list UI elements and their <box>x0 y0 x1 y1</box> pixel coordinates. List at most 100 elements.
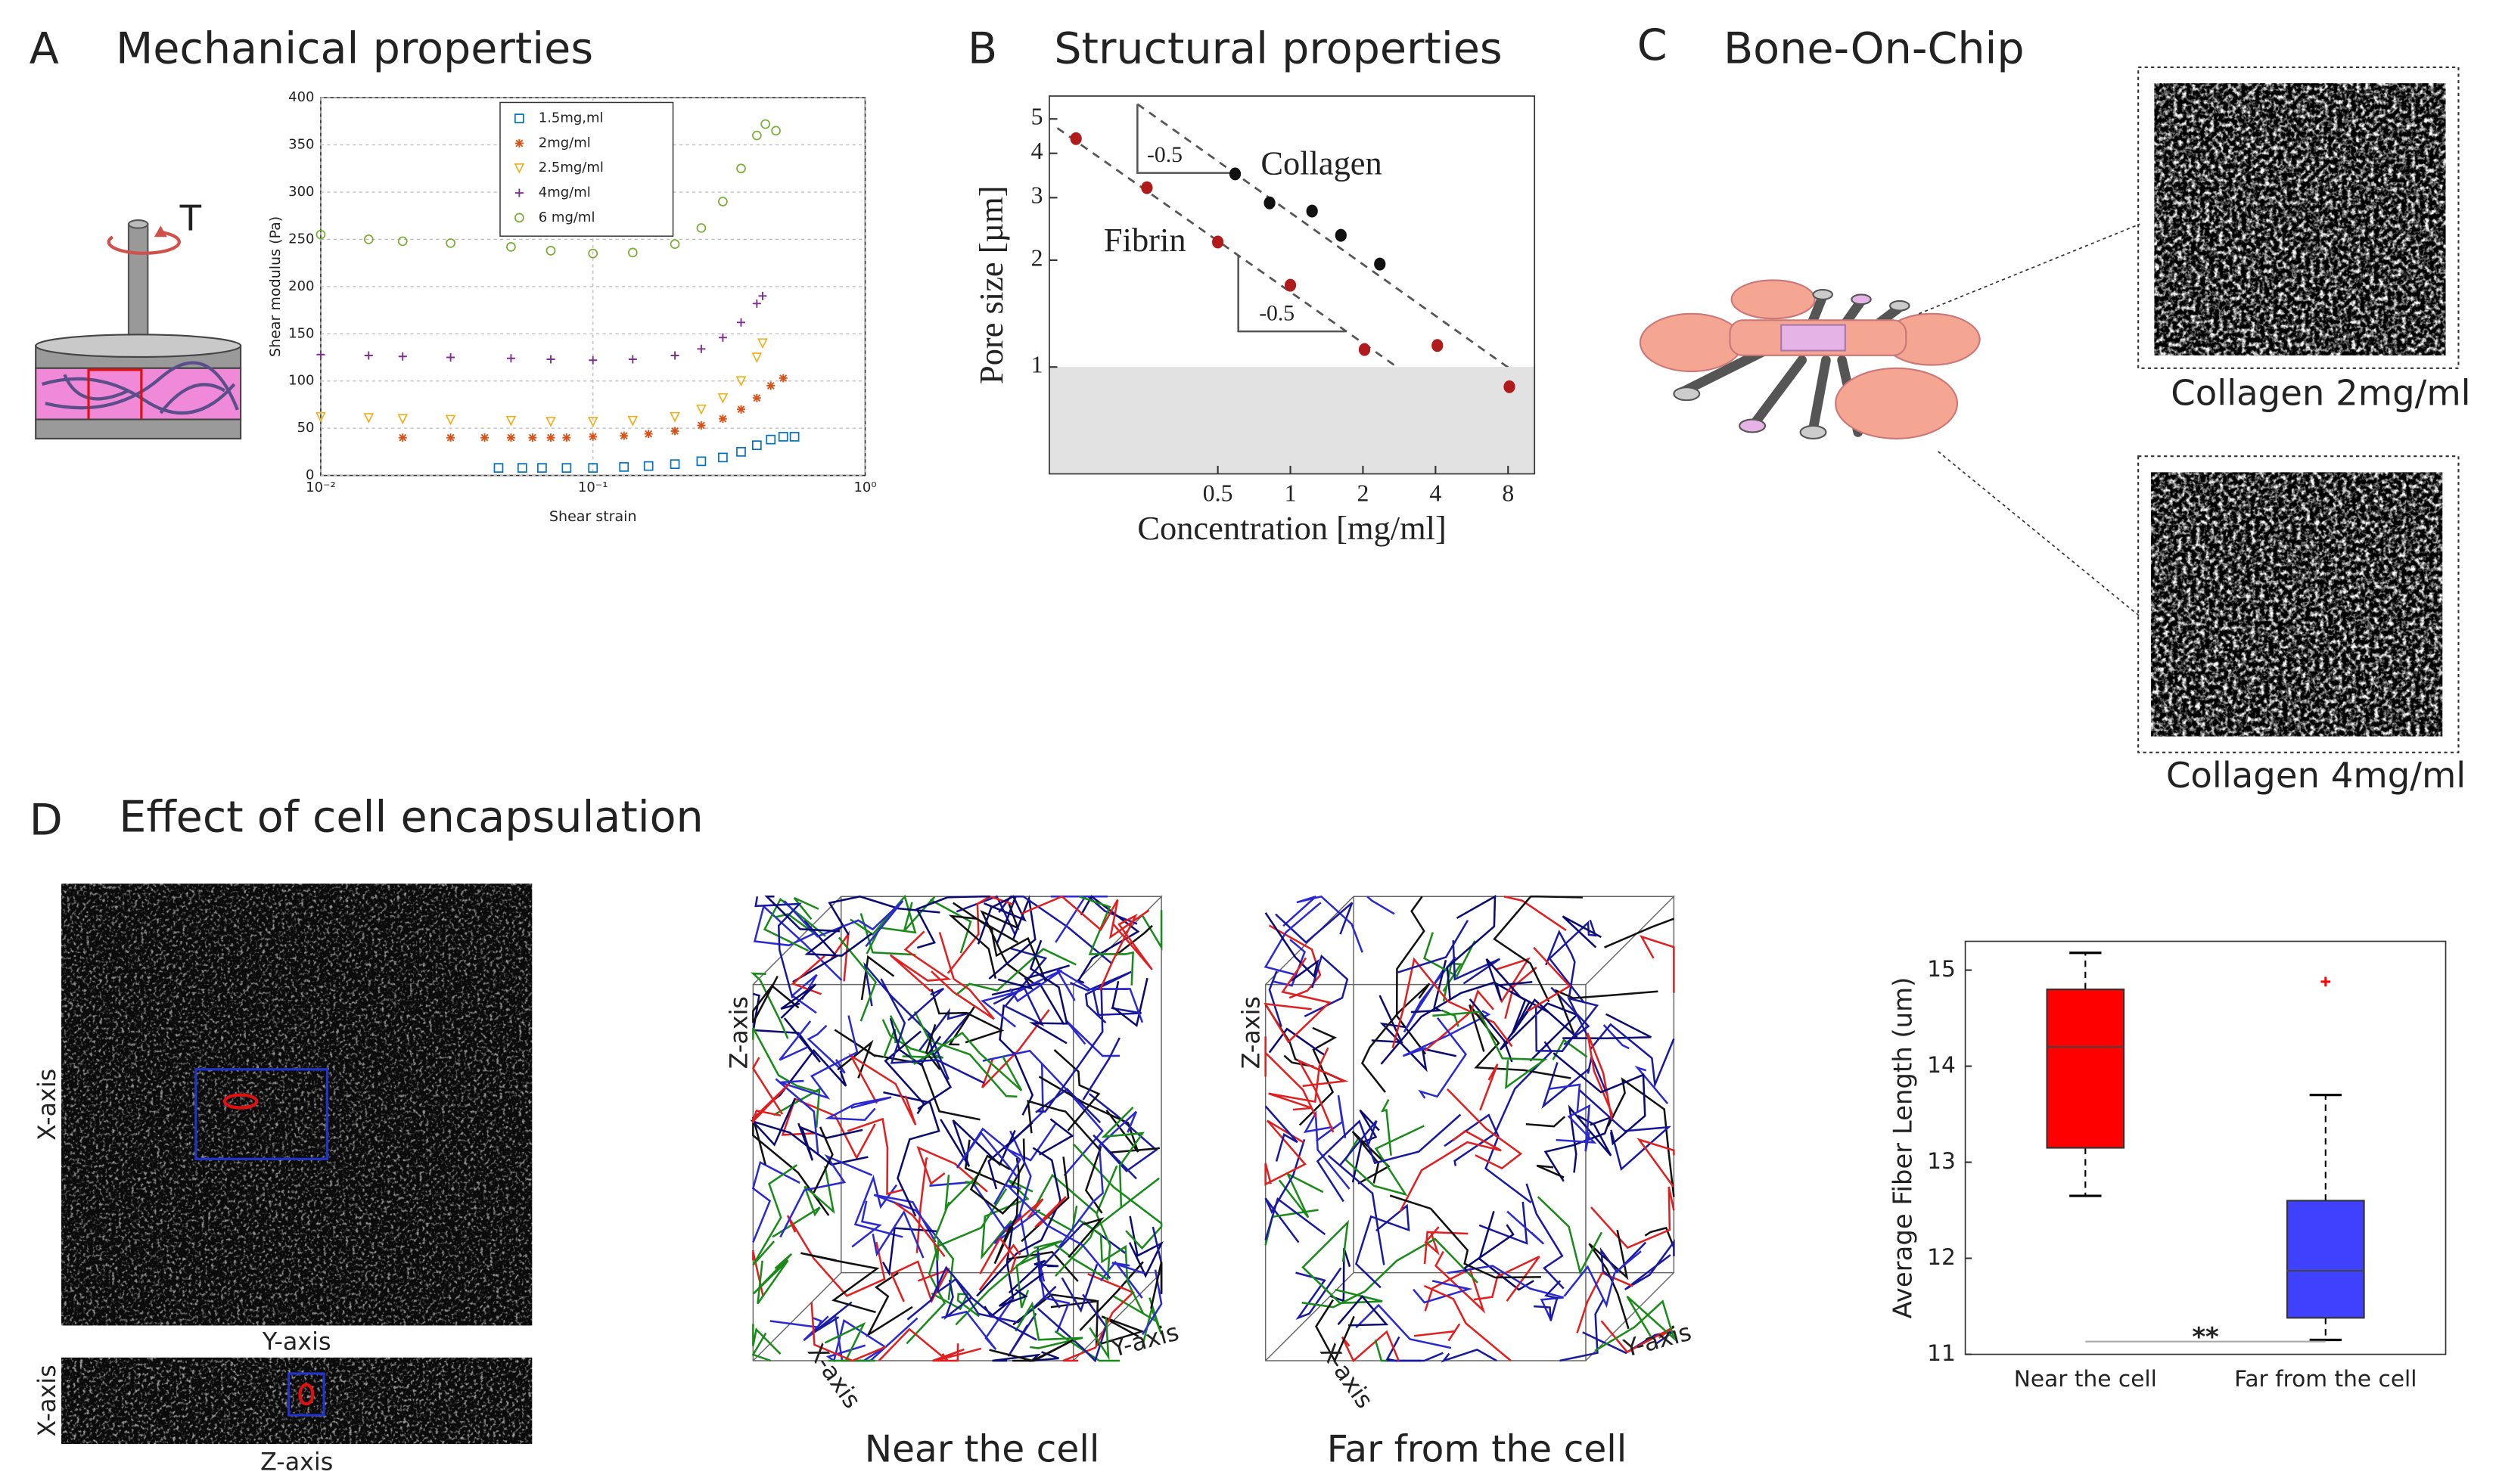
marker <box>517 463 527 473</box>
series-label: Collagen <box>1260 144 1382 182</box>
fiber <box>752 1324 782 1355</box>
fiber <box>1079 1261 1144 1331</box>
marker <box>480 433 490 442</box>
y-axis-label: Pore size [µm] <box>972 185 1010 384</box>
fiber <box>1341 1330 1400 1363</box>
fiber <box>1534 1280 1562 1321</box>
network-box <box>1264 895 1676 1361</box>
fiber <box>944 1172 982 1211</box>
fiber <box>1111 1147 1161 1153</box>
fiber <box>751 1332 772 1362</box>
fiber <box>1054 966 1144 1023</box>
fiber <box>751 972 789 1039</box>
fiber <box>752 1082 790 1123</box>
marker <box>397 414 409 425</box>
fiber <box>1634 1065 1669 1104</box>
fiber <box>752 1250 764 1296</box>
x-axis-label: Concentration [mg/ml] <box>1137 509 1447 547</box>
fiber <box>1423 1231 1469 1265</box>
marker <box>506 433 515 442</box>
axis-label: X-axis <box>34 1364 61 1436</box>
fiber <box>1278 1172 1324 1219</box>
marker <box>562 433 571 442</box>
x-tick-label: 10⁻¹ <box>578 480 608 495</box>
fiber <box>866 1271 913 1338</box>
fiber <box>1264 1036 1317 1118</box>
fiber <box>1004 1184 1111 1280</box>
fiber <box>1494 957 1531 1004</box>
marker <box>398 433 407 442</box>
marker <box>537 463 547 473</box>
fiber <box>1337 1294 1389 1327</box>
panel-title: Mechanical properties <box>116 23 593 73</box>
fiber <box>1065 1020 1121 1057</box>
marker <box>1070 132 1082 145</box>
marker <box>696 456 707 467</box>
fiber <box>889 930 952 992</box>
marker <box>1284 278 1297 292</box>
marker <box>1212 235 1224 249</box>
legend-label: 1.5mg,ml <box>539 110 604 126</box>
image-label: Collagen 2mg/ml <box>2171 372 2470 413</box>
fiber <box>1113 1295 1163 1346</box>
legend-marker <box>514 213 524 223</box>
fiber <box>860 955 895 1001</box>
fiber <box>1021 1156 1070 1243</box>
fiber <box>1536 1164 1565 1178</box>
fiber <box>981 1009 1050 1088</box>
marker <box>1335 228 1347 242</box>
y-tick-label: 0 <box>306 467 314 483</box>
fiber <box>752 976 800 1023</box>
fiber <box>1444 1113 1532 1203</box>
fiber <box>837 1039 874 1079</box>
fiber <box>1114 924 1153 957</box>
micrograph-fibers <box>2151 472 2443 737</box>
chip <box>1639 279 1981 439</box>
marker <box>760 119 771 129</box>
fiber <box>779 1015 859 1100</box>
axis-label: X-axis <box>34 1069 61 1141</box>
fiber <box>763 897 826 952</box>
fiber <box>1399 1129 1502 1212</box>
marker <box>1431 339 1444 352</box>
fiber <box>1111 1262 1145 1274</box>
y-tick-label: 400 <box>288 89 314 105</box>
shaded-region <box>1049 367 1535 474</box>
y-tick-label: 15 <box>1927 955 1956 982</box>
network-axis-label: Z-axis <box>726 996 753 1069</box>
fiber <box>1432 1011 1548 1090</box>
fiber <box>1055 1177 1160 1277</box>
fiber <box>1304 954 1349 1017</box>
fiber <box>1604 917 1674 948</box>
fiber <box>1028 939 1068 1045</box>
micrograph-fibers <box>2154 83 2446 355</box>
fiber <box>1479 1063 1499 1111</box>
fiber <box>1351 1131 1391 1185</box>
fiber <box>969 1154 1018 1215</box>
fiber <box>1303 1110 1351 1190</box>
marker <box>670 239 680 250</box>
marker <box>505 415 517 427</box>
marker <box>627 415 639 427</box>
fiber <box>752 1027 819 1093</box>
fiber <box>948 1006 975 1046</box>
legend-label: 6 mg/ml <box>539 210 595 225</box>
fiber <box>948 914 1018 979</box>
outlier <box>2320 976 2331 987</box>
y-tick-label: 200 <box>288 278 314 294</box>
network-axis-label: X-axis <box>1314 1339 1378 1414</box>
fiber <box>772 1166 835 1238</box>
fiber <box>769 1316 823 1329</box>
fiber <box>779 1153 873 1238</box>
fiber <box>1562 1013 1652 1040</box>
fiber <box>1639 935 1675 993</box>
fiber <box>1568 1104 1612 1173</box>
fiber <box>1021 895 1150 939</box>
slope-triangles <box>1136 104 1346 333</box>
fiber <box>906 1188 1008 1345</box>
image-frame <box>2137 66 2460 369</box>
fiber <box>1037 1293 1108 1363</box>
fiber <box>979 1236 1017 1274</box>
fiber <box>1327 1154 1385 1265</box>
fiber <box>894 1202 946 1258</box>
